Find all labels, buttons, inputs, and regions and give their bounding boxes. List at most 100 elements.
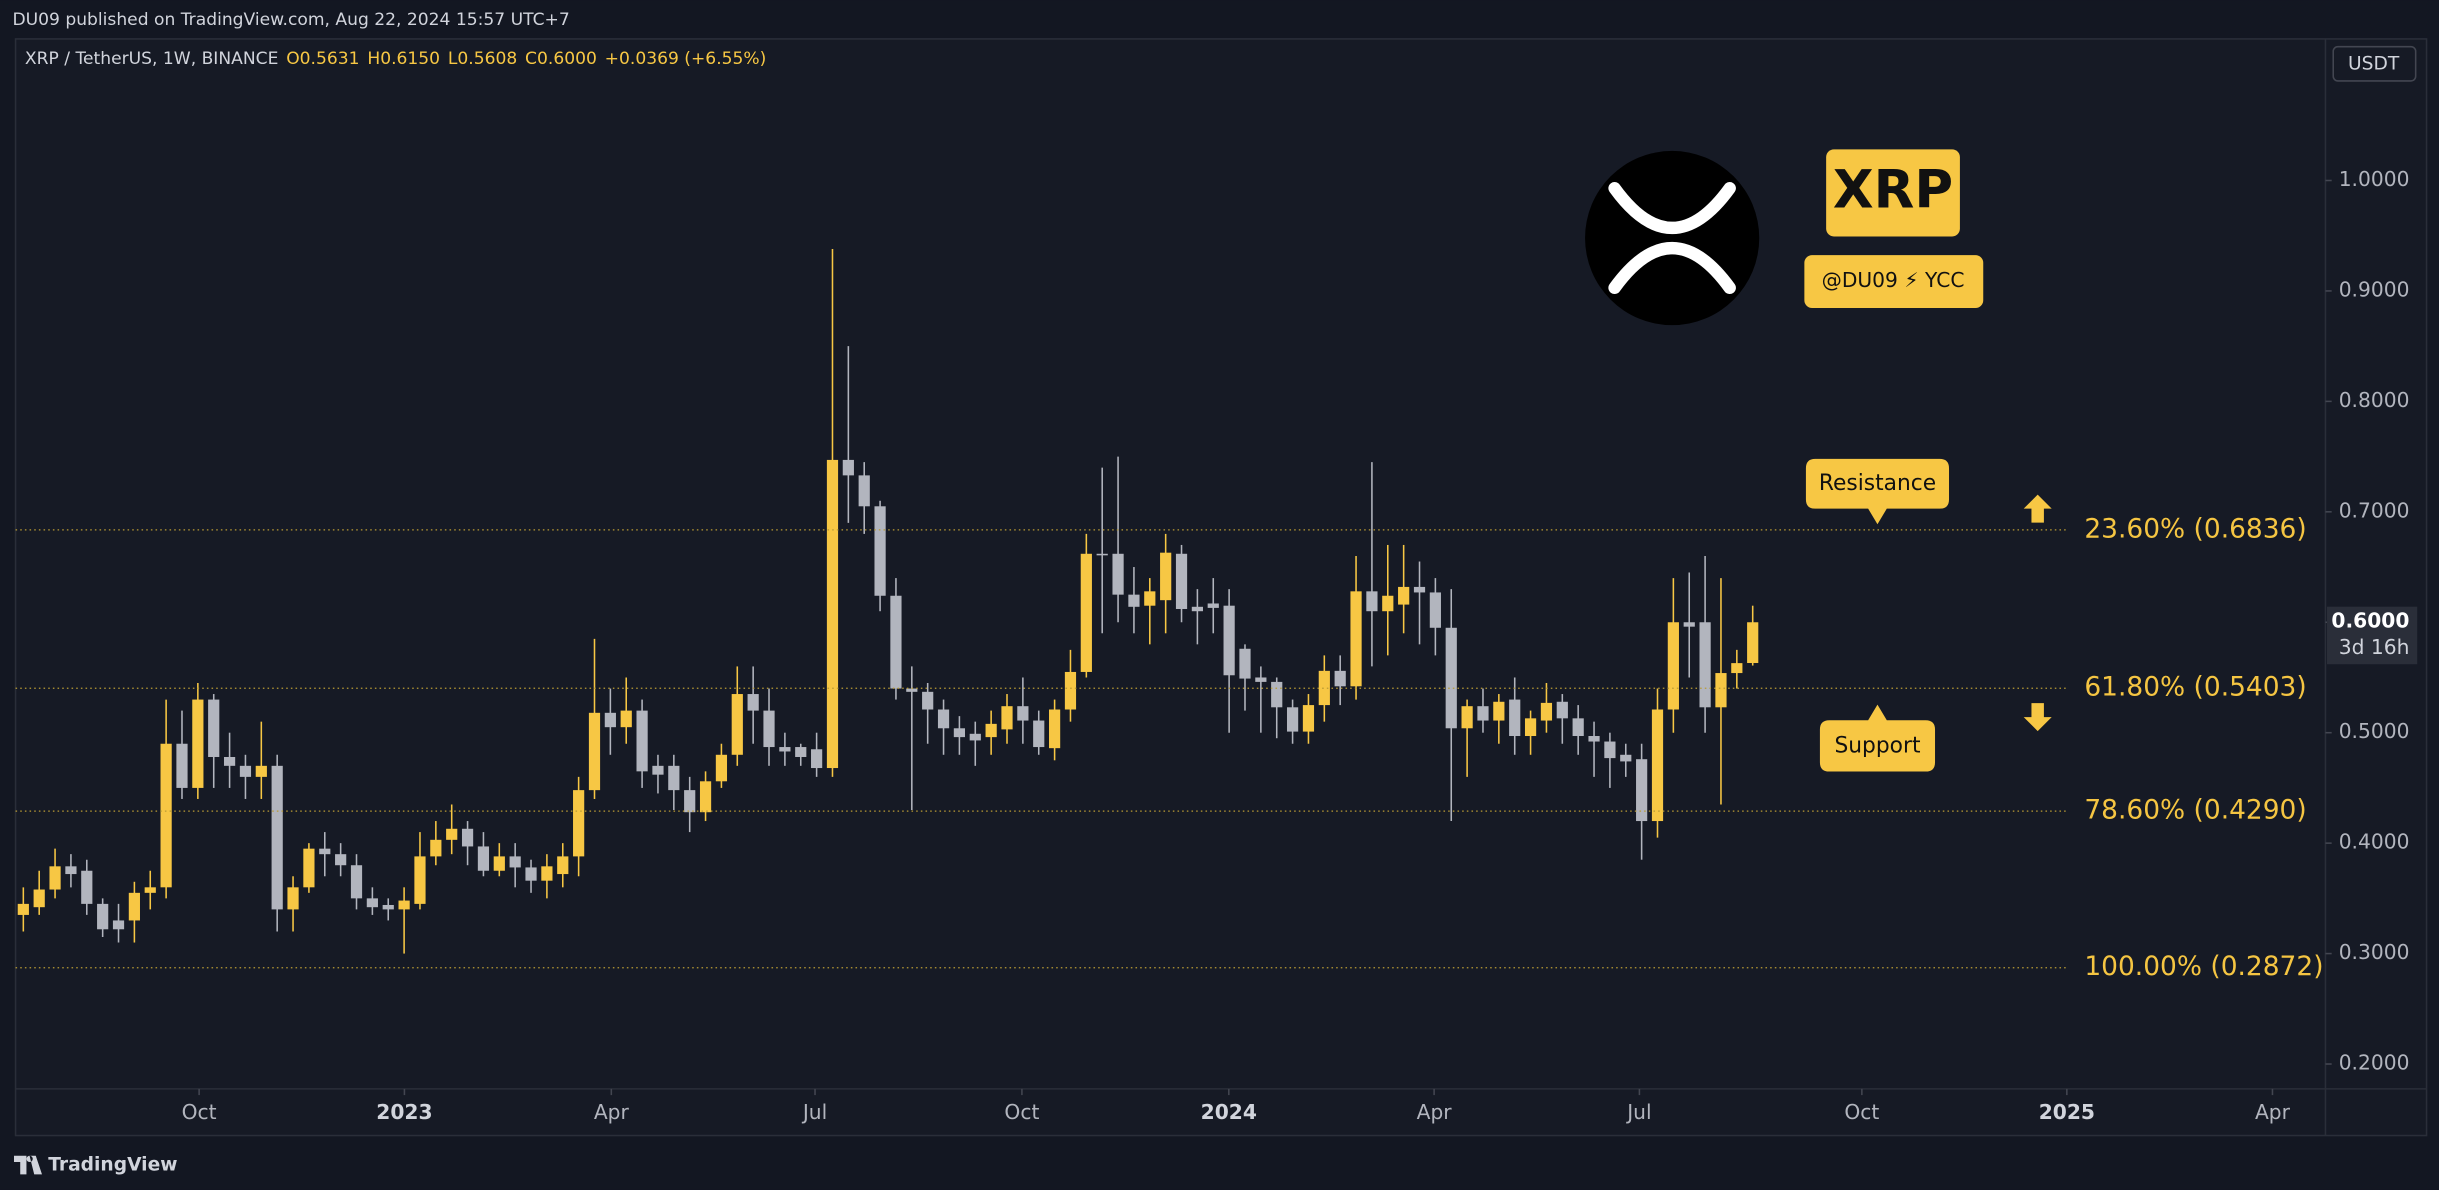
candle-body <box>65 866 77 875</box>
candle-body <box>33 889 45 908</box>
candle-body <box>1604 741 1616 759</box>
candle-body <box>1683 622 1695 627</box>
y-tick-label: 0.2000 <box>2339 1051 2410 1075</box>
candle-body <box>1350 591 1362 687</box>
candle-body <box>795 747 807 757</box>
candle-body <box>874 506 886 596</box>
candle-body <box>1493 701 1505 721</box>
y-tick-label: 0.9000 <box>2339 277 2410 301</box>
candle-body <box>1096 553 1108 556</box>
candle-body <box>779 747 791 752</box>
candle-body <box>287 887 299 910</box>
plot <box>17 248 1759 954</box>
candle-body <box>1747 622 1759 664</box>
candle-body <box>953 728 966 738</box>
candle-body <box>271 765 283 910</box>
candle-body <box>1398 586 1410 605</box>
candle-body <box>1128 594 1140 607</box>
fib-level-label: 78.60% (0.4290) <box>2084 795 2306 826</box>
candle-body <box>1556 701 1568 719</box>
ohlc-value: 0.6150 <box>380 49 440 69</box>
ticker: XRP <box>1833 160 1953 221</box>
footer-brand: TradingView <box>48 1155 177 1176</box>
x-tick-label: Apr <box>2255 1100 2291 1124</box>
candle-body <box>842 459 854 476</box>
x-tick-label: Jul <box>801 1100 827 1124</box>
candle-body <box>858 475 870 507</box>
x-tick-label: Jul <box>1625 1100 1651 1124</box>
ohlc-value: 0.5608 <box>457 49 517 69</box>
candle-body <box>1461 706 1473 729</box>
candle-body <box>1001 706 1013 730</box>
ohlc-value: 0.6000 <box>537 49 597 69</box>
candle-body <box>81 870 93 904</box>
candle-body <box>573 790 585 857</box>
last-price-tag <box>2327 606 2418 665</box>
resistance-callout <box>1805 458 1950 525</box>
change: +0.0369 (+6.55%) <box>605 49 767 69</box>
candle-body <box>541 866 553 881</box>
candle-body <box>335 854 347 866</box>
fib-level-label: 23.60% (0.6836) <box>2084 513 2306 544</box>
x-tick-label: Apr <box>594 1100 630 1124</box>
candle-body <box>1049 709 1061 749</box>
candle-body <box>731 694 743 755</box>
candle-body <box>49 866 61 890</box>
candle-body <box>1731 663 1743 674</box>
candle-body <box>1080 553 1092 672</box>
candle-body <box>128 892 140 921</box>
candle-body <box>620 710 632 728</box>
candle-body <box>922 691 934 710</box>
candle-body <box>97 903 109 930</box>
y-tick-label: 0.5000 <box>2339 719 2410 743</box>
candle-body <box>446 828 458 840</box>
candle-body <box>604 712 616 728</box>
y-tick-label: 0.7000 <box>2339 498 2410 522</box>
candle-body <box>525 867 537 881</box>
candle-body <box>382 904 394 910</box>
candle-body <box>1445 627 1457 729</box>
ohlc-value: 0.5631 <box>300 49 360 69</box>
fib-level-label: 100.00% (0.2872) <box>2084 951 2323 982</box>
candle-body <box>1540 702 1553 721</box>
x-tick-label: Apr <box>1417 1100 1453 1124</box>
candle-body <box>937 709 950 729</box>
ohlc-label: O <box>286 49 299 69</box>
x-tick-label: Oct <box>182 1100 217 1124</box>
candle-body <box>176 743 188 788</box>
ohlc-label: H <box>367 49 380 69</box>
candle-body <box>1175 553 1188 610</box>
ohlc-label: L <box>448 49 458 69</box>
candle-body <box>319 848 331 855</box>
x-tick-label: Oct <box>1844 1100 1879 1124</box>
candle-body <box>1667 622 1679 710</box>
candle-body <box>239 765 252 777</box>
y-tick-label: 1.0000 <box>2339 167 2410 191</box>
candle-body <box>1572 718 1584 737</box>
currency-box[interactable] <box>2332 45 2417 82</box>
candle-body <box>160 743 172 888</box>
candle-body <box>1239 648 1251 679</box>
currency: USDT <box>2348 53 2400 74</box>
candle-body <box>1207 603 1219 608</box>
candle-body <box>144 887 156 893</box>
x-tick-label: Oct <box>1004 1100 1039 1124</box>
candle-body <box>1588 736 1600 742</box>
x-tick-label: 2025 <box>2039 1100 2095 1124</box>
y-tick-label: 0.8000 <box>2339 388 2410 412</box>
candle-body <box>17 903 29 915</box>
candle-body <box>1715 673 1727 708</box>
candle-body <box>350 865 363 899</box>
candle-body <box>1064 671 1077 710</box>
candle-body <box>1255 677 1267 682</box>
candle-body <box>208 699 220 757</box>
symbol-title: XRP / TetherUS, 1W, BINANCE <box>25 49 279 69</box>
candle-body <box>1302 705 1315 732</box>
ohlc-label: C <box>525 49 537 69</box>
support-callout <box>1819 704 1936 772</box>
handle: @DU09 ⚡ YCC <box>1822 268 1965 292</box>
candle-body <box>1366 591 1378 612</box>
fib-level-label: 61.80% (0.5403) <box>2084 672 2306 703</box>
